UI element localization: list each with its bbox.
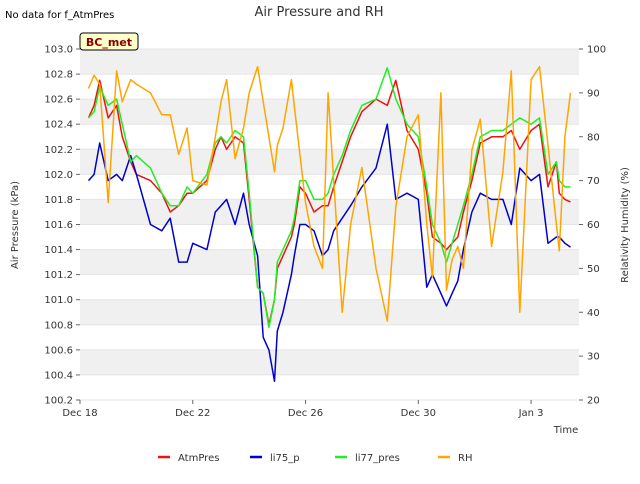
series-line-rh — [87, 65, 572, 322]
grid-band — [80, 149, 579, 175]
y-left-tick-label: 101.4 — [44, 245, 73, 256]
y-right-tick-label: 40 — [587, 308, 600, 319]
grid-band — [80, 299, 579, 325]
legend-label-atmpres: AtmPres — [178, 453, 219, 464]
x-tick-label: Dec 18 — [62, 408, 97, 419]
y-left-tick-label: 101.8 — [44, 195, 73, 206]
legend-label-li77-pres: li77_pres — [355, 453, 400, 464]
y-right-tick-label: 70 — [587, 176, 600, 187]
y-left-tick-label: 102.6 — [44, 95, 73, 106]
site-badge-box — [79, 32, 139, 51]
y-right-tick-label: 60 — [587, 220, 600, 231]
y-left-tick-label: 101.6 — [44, 220, 73, 231]
grid-band — [80, 249, 579, 275]
y-left-tick-label: 102.2 — [44, 145, 73, 156]
chart-title: Air Pressure and RH — [254, 5, 383, 20]
legend-label-rh: RH — [458, 453, 472, 464]
x-tick-label: Jan 3 — [518, 408, 544, 419]
y-left-tick-label: 100.2 — [44, 396, 73, 407]
y-left-tick-label: 101.0 — [44, 295, 73, 306]
y-left-tick-label: 101.2 — [44, 270, 73, 281]
y-right-tick-label: 30 — [587, 352, 600, 363]
x-tick-label: Dec 26 — [288, 408, 323, 419]
no-data-note: No data for f_AtmPres — [5, 10, 114, 21]
x-tick-label: Dec 30 — [401, 408, 436, 419]
y-right-tick-label: 90 — [587, 88, 600, 99]
y-left-tick-label: 102.8 — [44, 70, 73, 81]
axes: 100.2 100.4 100.6 100.8 101.0 101.2 101.4 101.6… — [44, 45, 606, 420]
y-left-tick-label: 102.0 — [44, 170, 73, 181]
series-layer — [87, 65, 572, 382]
legend: AtmPres li75_p li77_pres RH — [158, 453, 472, 464]
x-axis-label: Time — [553, 425, 578, 436]
y-left-tick-label: 102.4 — [44, 120, 73, 131]
y-right-tick-label: 50 — [587, 264, 600, 275]
y-right-tick-label: 80 — [587, 132, 600, 143]
grid-band — [80, 49, 579, 75]
series-line-li77-pres — [87, 67, 571, 329]
y-left-tick-label: 100.4 — [44, 370, 73, 381]
y-right-tick-label: 100 — [587, 45, 606, 56]
y-right-tick-label: 20 — [587, 396, 600, 407]
x-tick-label: Dec 22 — [175, 408, 210, 419]
site-badge: BC_met — [79, 32, 139, 51]
grid — [80, 48, 579, 401]
site-badge-label: BC_met — [86, 36, 132, 49]
y-left-tick-label: 103.0 — [44, 45, 73, 56]
grid-band — [80, 349, 579, 375]
series-line-atmpres — [87, 79, 571, 326]
legend-label-li75-p: li75_p — [270, 453, 300, 464]
y-axis-right-label: Relativity Humidity (%) — [620, 167, 631, 283]
y-left-tick-label: 100.6 — [44, 345, 73, 356]
y-left-tick-label: 100.8 — [44, 320, 73, 331]
y-axis-left-label: Air Pressure (kPa) — [10, 181, 21, 269]
